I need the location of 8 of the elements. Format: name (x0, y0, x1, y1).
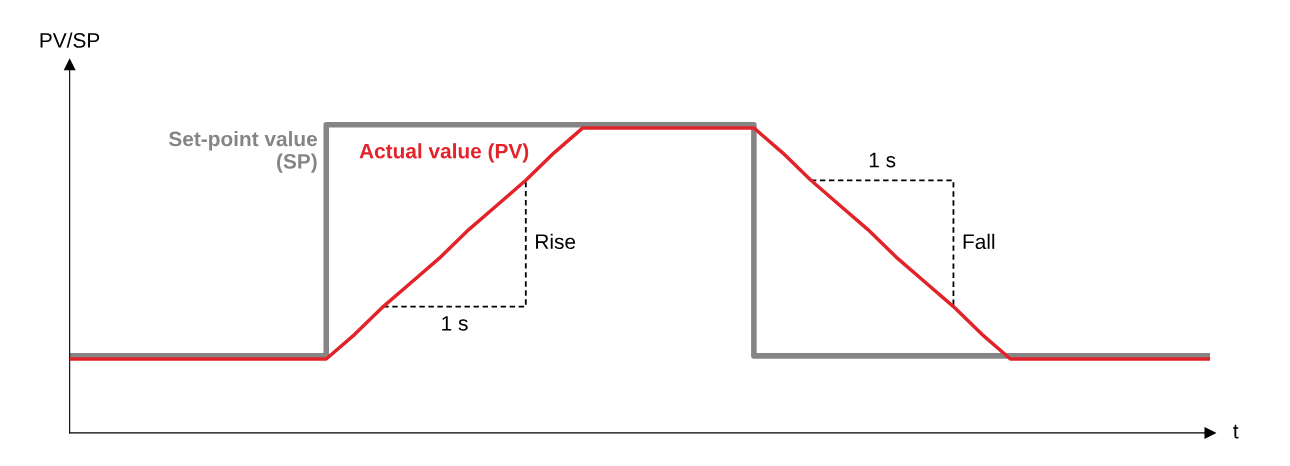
annotation: 1 s (869, 152, 896, 168)
series-label: Set-point value (SP) (168, 131, 317, 173)
annotation: 1 s (442, 316, 468, 331)
x-axis-title: t (1233, 424, 1239, 439)
y-axis-title: PV/SP (40, 32, 100, 48)
annotation: Rise (536, 233, 576, 250)
annotation: Fall (963, 233, 995, 250)
series-label: Actual value (PV) (359, 143, 529, 163)
